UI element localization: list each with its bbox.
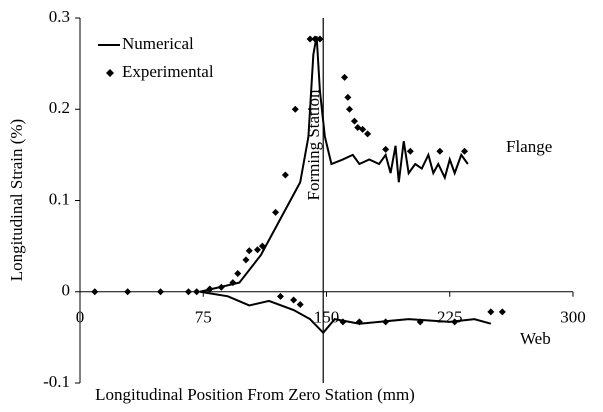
x-tick-label: 75 [195, 308, 212, 327]
data-point [229, 279, 237, 287]
x-tick-label: 150 [314, 308, 340, 327]
y-tick-label: 0.2 [49, 98, 70, 117]
legend-marker [106, 69, 114, 77]
data-point [157, 288, 165, 296]
data-point [451, 318, 459, 326]
y-axis-label: Longitudinal Strain (%) [7, 119, 26, 281]
data-point [487, 308, 495, 316]
annotation: Web [520, 329, 551, 348]
annotation: Flange [506, 137, 552, 156]
data-point [124, 288, 132, 296]
y-tick-label: 0.1 [49, 189, 70, 208]
data-point [416, 318, 424, 326]
data-point [382, 318, 390, 326]
y-tick-label: -0.1 [43, 372, 70, 391]
data-point [498, 308, 506, 316]
data-point [355, 318, 363, 326]
data-point [316, 35, 324, 43]
data-point [184, 288, 192, 296]
y-tick-label: 0 [62, 281, 71, 300]
data-point [258, 242, 266, 250]
data-point [291, 105, 299, 113]
data-point [436, 147, 444, 155]
data-point [306, 35, 314, 43]
x-tick-label: 225 [437, 308, 463, 327]
x-axis-label: Longitudinal Position From Zero Station … [95, 385, 415, 404]
data-point [406, 147, 414, 155]
data-point [281, 171, 289, 179]
data-point [217, 283, 225, 291]
data-point [364, 130, 372, 138]
data-point [242, 256, 250, 264]
data-point [346, 105, 354, 113]
data-point [290, 296, 298, 304]
data-point [359, 125, 367, 133]
data-point [344, 93, 352, 101]
data-point [193, 288, 201, 296]
data-point [272, 208, 280, 216]
data-point [350, 117, 358, 125]
y-tick-label: 0.3 [49, 7, 70, 26]
data-point [253, 246, 261, 254]
data-point [206, 285, 214, 293]
data-point [245, 247, 253, 255]
x-tick-label: 0 [76, 308, 85, 327]
data-point [339, 318, 347, 326]
legend-label: Experimental [122, 62, 214, 81]
data-point [341, 73, 349, 81]
data-point [296, 301, 304, 309]
data-point [234, 270, 242, 277]
x-tick-label: 300 [560, 308, 586, 327]
data-point [91, 288, 99, 296]
data-point [461, 147, 469, 155]
data-point [311, 35, 319, 43]
data-point [382, 145, 390, 153]
data-line [199, 36, 492, 335]
legend-label: Numerical [122, 34, 194, 53]
data-point [276, 292, 284, 300]
